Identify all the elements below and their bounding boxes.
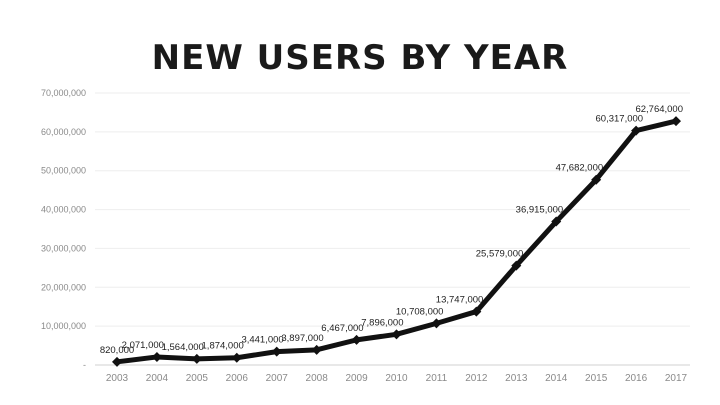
data-point [511, 260, 522, 271]
data-label: 1,874,000 [202, 341, 244, 352]
data-point [551, 216, 562, 227]
x-tick-label: 2012 [465, 373, 488, 384]
data-point [191, 353, 202, 364]
y-tick-label: 60,000,000 [41, 127, 86, 137]
y-tick-label: 20,000,000 [41, 282, 86, 292]
data-label: 3,441,000 [241, 335, 283, 346]
y-tick-label: 70,000,000 [41, 88, 86, 98]
x-tick-label: 2004 [146, 373, 169, 384]
data-label: 2,071,000 [122, 340, 164, 351]
x-tick-label: 2003 [106, 373, 129, 384]
data-label: 1,564,000 [162, 342, 204, 353]
data-point [112, 356, 122, 367]
data-point [671, 116, 681, 127]
data-label: 3,897,000 [281, 333, 323, 344]
data-point [271, 346, 282, 357]
data-label: 47,682,000 [556, 163, 604, 174]
data-label: 10,708,000 [396, 306, 444, 317]
y-tick-label: 50,000,000 [41, 166, 86, 176]
data-point [591, 174, 602, 185]
data-label: 6,467,000 [321, 323, 363, 334]
data-point [351, 334, 362, 345]
data-label: 60,317,000 [596, 114, 644, 125]
y-tick-label: 10,000,000 [41, 321, 86, 331]
y-tick-label: 30,000,000 [41, 243, 86, 253]
x-tick-label: 2014 [545, 373, 568, 384]
data-point [151, 351, 162, 362]
y-tick-label: 40,000,000 [41, 205, 86, 215]
x-tick-label: 2016 [625, 373, 648, 384]
data-point [631, 125, 642, 136]
data-label: 36,915,000 [516, 205, 564, 216]
data-point [311, 344, 322, 355]
x-tick-label: 2015 [585, 373, 608, 384]
x-tick-label: 2008 [306, 373, 329, 384]
data-label: 13,747,000 [436, 295, 484, 306]
x-tick-label: 2010 [385, 373, 408, 384]
x-tick-label: 2013 [505, 373, 528, 384]
data-point [391, 329, 402, 340]
data-label: 25,579,000 [476, 249, 524, 260]
data-point [231, 352, 242, 363]
x-tick-label: 2011 [426, 373, 448, 384]
data-point [471, 306, 482, 317]
data-point [431, 318, 442, 329]
data-label: 7,896,000 [361, 317, 403, 328]
x-tick-label: 2005 [186, 373, 209, 384]
data-label: 62,764,000 [635, 104, 683, 115]
x-tick-label: 2017 [665, 373, 688, 384]
x-tick-label: 2009 [345, 373, 368, 384]
x-tick-label: 2006 [226, 373, 249, 384]
y-tick-label: - [83, 360, 86, 370]
x-tick-label: 2007 [266, 373, 289, 384]
data-label: 820,000 [100, 345, 134, 356]
chart-title: NEW USERS BY YEAR [151, 38, 569, 78]
